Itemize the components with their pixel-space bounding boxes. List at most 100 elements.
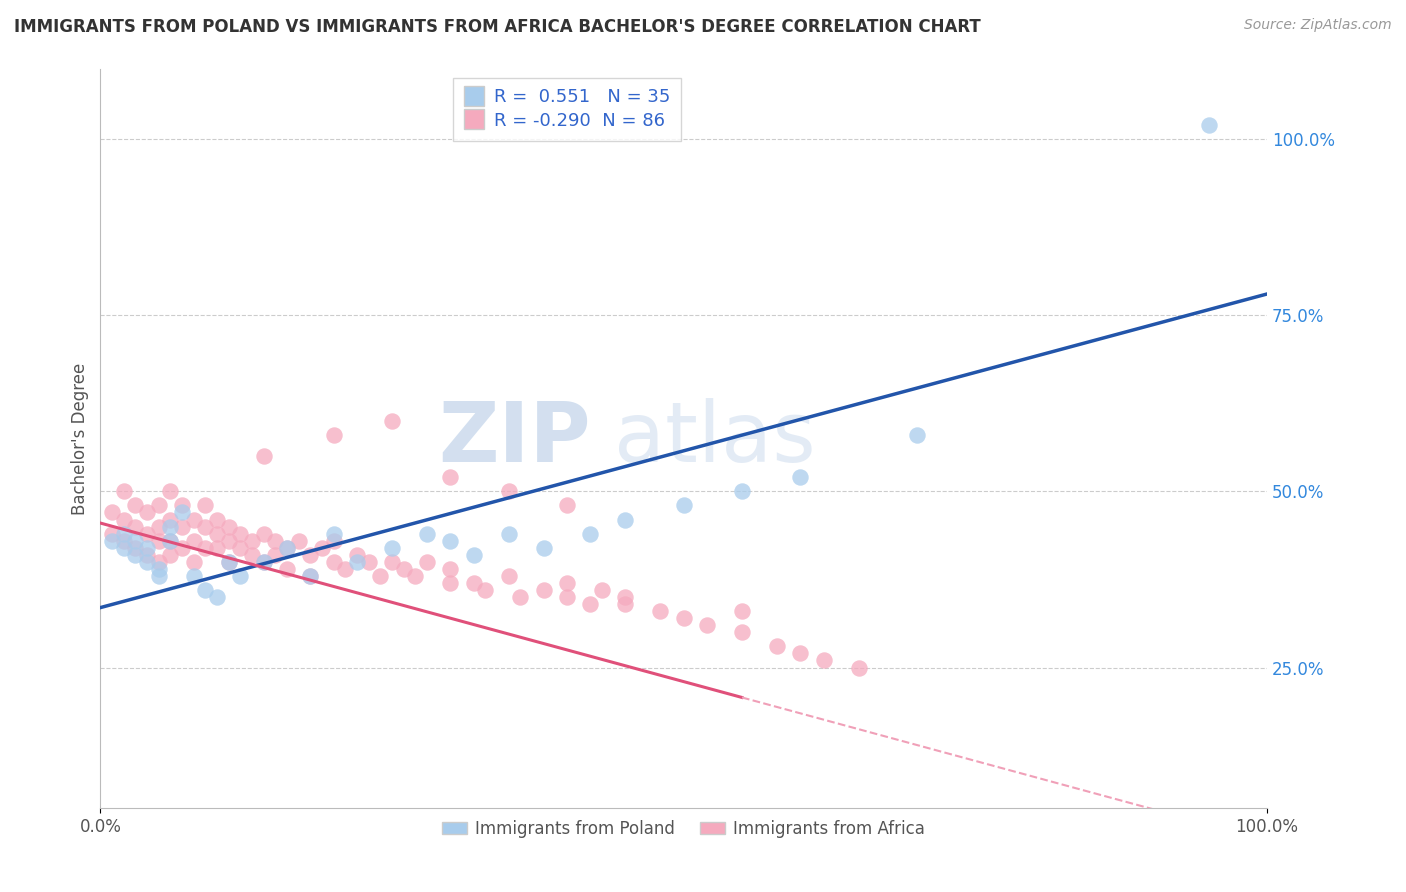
Point (136, 548, 159, 562)
Point (276, 541, 298, 555)
Point (439, 533, 461, 548)
Point (136, 526, 159, 541)
Point (148, 519, 170, 533)
Point (170, 541, 193, 555)
Point (463, 576, 485, 591)
Point (346, 548, 368, 562)
Point (124, 548, 146, 562)
Point (439, 562, 461, 576)
Point (148, 569, 170, 583)
Point (112, 526, 135, 541)
Point (614, 597, 637, 611)
Point (579, 526, 602, 541)
Point (311, 541, 333, 555)
Point (533, 541, 555, 555)
Point (299, 548, 322, 562)
Point (194, 499, 217, 513)
Point (136, 506, 159, 520)
Point (205, 590, 228, 604)
Point (731, 484, 754, 499)
Point (124, 541, 146, 555)
Point (229, 569, 252, 583)
Point (205, 526, 228, 541)
Point (463, 548, 485, 562)
Point (229, 541, 252, 555)
Point (299, 569, 322, 583)
Point (183, 555, 205, 569)
Point (614, 590, 637, 604)
Point (498, 569, 520, 583)
Point (368, 569, 391, 583)
Point (170, 499, 193, 513)
Point (218, 555, 240, 569)
Point (240, 548, 263, 562)
Point (439, 576, 461, 591)
Point (229, 526, 252, 541)
Point (205, 512, 228, 526)
Point (579, 597, 602, 611)
Point (159, 519, 181, 533)
Point (159, 533, 181, 548)
Point (335, 562, 357, 576)
Point (322, 555, 344, 569)
Point (112, 533, 135, 548)
Point (381, 414, 404, 428)
Point (276, 541, 298, 555)
Point (101, 526, 124, 541)
Point (299, 569, 322, 583)
Text: atlas: atlas (613, 398, 815, 479)
Point (287, 533, 309, 548)
Point (322, 526, 344, 541)
Legend: Immigrants from Poland, Immigrants from Africa: Immigrants from Poland, Immigrants from … (436, 814, 932, 845)
Point (101, 506, 124, 520)
Point (555, 576, 578, 591)
Point (905, 428, 928, 442)
Point (591, 582, 613, 597)
Point (124, 499, 146, 513)
Point (183, 569, 205, 583)
Point (194, 519, 217, 533)
Point (148, 533, 170, 548)
Point (474, 582, 496, 597)
Point (322, 533, 344, 548)
Point (672, 499, 695, 513)
Point (322, 428, 344, 442)
Point (112, 484, 135, 499)
Point (813, 653, 835, 667)
Point (555, 590, 578, 604)
Point (148, 562, 170, 576)
Point (404, 569, 426, 583)
Point (357, 555, 380, 569)
Point (112, 541, 135, 555)
Point (533, 582, 555, 597)
Text: ZIP: ZIP (437, 398, 591, 479)
Point (194, 541, 217, 555)
Point (218, 555, 240, 569)
Point (789, 470, 811, 484)
Point (218, 533, 240, 548)
Point (124, 519, 146, 533)
Point (136, 541, 159, 555)
Point (148, 499, 170, 513)
Point (136, 555, 159, 569)
Point (170, 519, 193, 533)
Point (439, 470, 461, 484)
Point (253, 555, 276, 569)
Point (276, 562, 298, 576)
Point (124, 533, 146, 548)
Point (346, 555, 368, 569)
Point (112, 512, 135, 526)
Point (848, 660, 870, 674)
Point (509, 590, 531, 604)
Point (159, 548, 181, 562)
Point (416, 555, 439, 569)
Point (416, 526, 439, 541)
Point (183, 533, 205, 548)
Text: IMMIGRANTS FROM POLAND VS IMMIGRANTS FROM AFRICA BACHELOR'S DEGREE CORRELATION C: IMMIGRANTS FROM POLAND VS IMMIGRANTS FRO… (14, 18, 981, 36)
Point (672, 611, 695, 625)
Point (170, 506, 193, 520)
Point (696, 618, 718, 632)
Point (253, 449, 276, 463)
Point (381, 541, 404, 555)
Point (731, 604, 754, 618)
